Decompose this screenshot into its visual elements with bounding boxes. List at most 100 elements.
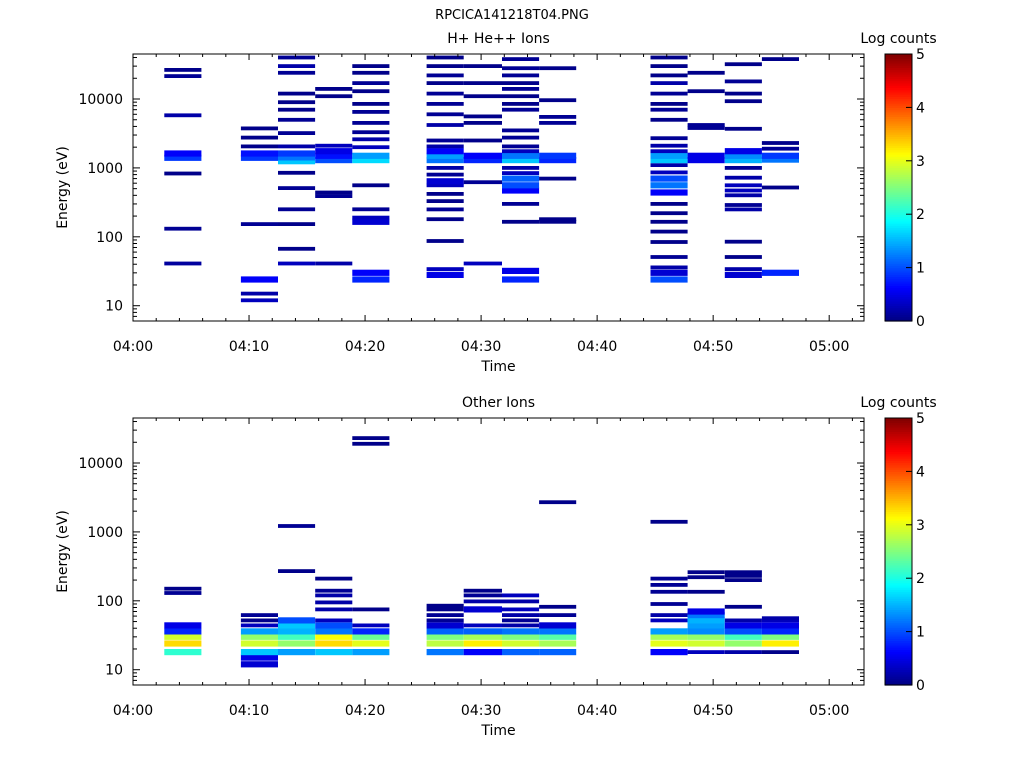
colorbar-segment xyxy=(885,269,912,273)
colorbar-segment xyxy=(885,533,912,537)
heatmap-cell xyxy=(240,144,278,149)
colorbar-segment xyxy=(885,314,912,318)
colorbar-segment xyxy=(885,205,912,209)
heatmap-cell xyxy=(278,131,316,135)
colorbar-segment xyxy=(885,631,912,635)
colorbar-segment xyxy=(885,656,912,659)
colorbar-segment xyxy=(885,94,912,97)
heatmap-cell xyxy=(278,524,316,528)
heatmap-cell xyxy=(650,613,688,617)
colorbar-segment xyxy=(885,87,912,91)
heatmap-cell xyxy=(502,157,540,164)
heatmap-cell xyxy=(463,640,502,647)
heatmap-cell xyxy=(463,121,502,125)
heatmap-cell xyxy=(278,107,316,112)
heatmap-cell xyxy=(539,500,577,505)
heatmap-cell xyxy=(426,640,464,647)
heatmap-cell xyxy=(761,622,799,629)
heatmap-cell xyxy=(502,623,540,628)
colorbar-segment xyxy=(885,542,912,546)
heatmap-cell xyxy=(724,650,762,654)
heatmap-cell xyxy=(761,269,799,276)
colorbar-segment xyxy=(885,178,912,182)
heatmap-cell xyxy=(650,211,688,216)
y-tick-label: 10000 xyxy=(78,92,123,108)
colorbar-segment xyxy=(885,491,912,495)
heatmap-cell xyxy=(650,157,688,164)
heatmap-cell xyxy=(278,117,316,122)
heatmap-cell xyxy=(650,229,688,234)
heatmap-cell xyxy=(240,640,278,647)
colorbar-label: Log counts xyxy=(860,31,936,47)
heatmap-cell xyxy=(240,276,278,283)
colorbar-segment xyxy=(885,227,912,231)
heatmap-cell xyxy=(240,298,278,303)
colorbar-segment xyxy=(885,187,912,191)
heatmap-cell xyxy=(687,622,725,629)
heatmap-cell xyxy=(352,607,390,612)
heatmap-cell xyxy=(724,203,762,207)
colorbar-segment xyxy=(885,300,912,304)
heatmap-cell xyxy=(539,649,577,656)
heatmap-cell xyxy=(352,218,390,225)
heatmap-cell xyxy=(502,618,540,623)
colorbar-segment xyxy=(885,466,912,470)
colorbar-segment xyxy=(885,283,912,287)
x-tick-label: 04:10 xyxy=(229,339,269,355)
colorbar-segment xyxy=(885,74,912,77)
colorbar-segment xyxy=(885,420,912,424)
colorbar-segment xyxy=(885,569,912,573)
heatmap-cell xyxy=(650,102,688,106)
colorbar-segment xyxy=(885,220,912,224)
colorbar-segment xyxy=(885,98,912,102)
heatmap-cell xyxy=(650,189,688,196)
heatmap-cell xyxy=(687,617,725,624)
heatmap-cell xyxy=(502,144,540,149)
colorbar-segment xyxy=(885,611,912,615)
panel-title: H+ He++ Ions xyxy=(447,31,550,47)
heatmap-cell xyxy=(164,171,202,176)
heatmap-cell xyxy=(240,126,278,131)
heatmap-cell xyxy=(463,94,502,99)
colorbar-segment xyxy=(885,200,912,204)
heatmap-cell xyxy=(426,199,464,203)
heatmap-cell xyxy=(650,576,688,581)
colorbar-segment xyxy=(885,318,912,322)
colorbar-segment xyxy=(885,662,912,666)
heatmap-cell xyxy=(539,604,577,609)
heatmap-cell xyxy=(761,633,799,640)
colorbar-segment xyxy=(885,438,912,441)
heatmap-cell xyxy=(724,628,762,635)
heatmap-cell xyxy=(502,182,540,189)
heatmap-cell xyxy=(539,217,577,222)
colorbar-segment xyxy=(885,660,912,664)
heatmap-cell xyxy=(240,661,278,668)
colorbar-segment xyxy=(885,511,912,515)
heatmap-cell xyxy=(164,74,202,78)
heatmap-cell xyxy=(724,570,762,575)
x-tick-label: 04:20 xyxy=(345,339,385,355)
colorbar-segment xyxy=(885,216,912,220)
heatmap-cell xyxy=(426,102,464,106)
colorbar-segment xyxy=(885,618,912,622)
heatmap-cell xyxy=(352,64,390,68)
colorbar-segment xyxy=(885,591,912,595)
heatmap-cell xyxy=(650,602,688,606)
colorbar-segment xyxy=(885,640,912,644)
heatmap-cell xyxy=(164,586,202,591)
colorbar-segment xyxy=(885,316,912,320)
colorbar-segment xyxy=(885,682,912,686)
heatmap-cell xyxy=(315,194,353,198)
colorbar-frame xyxy=(884,53,913,322)
colorbar-segment xyxy=(885,100,912,104)
heatmap-cell xyxy=(352,436,390,440)
colorbar-segment xyxy=(885,482,912,486)
colorbar-segment xyxy=(885,114,912,117)
heatmap-cell xyxy=(650,276,688,283)
heatmap-cell xyxy=(539,98,577,103)
colorbar-segment xyxy=(885,671,912,675)
y-tick-label: 10000 xyxy=(78,456,123,472)
heatmap-cell xyxy=(539,157,577,164)
heatmap-cell xyxy=(426,148,464,155)
colorbar-segment xyxy=(885,58,912,62)
